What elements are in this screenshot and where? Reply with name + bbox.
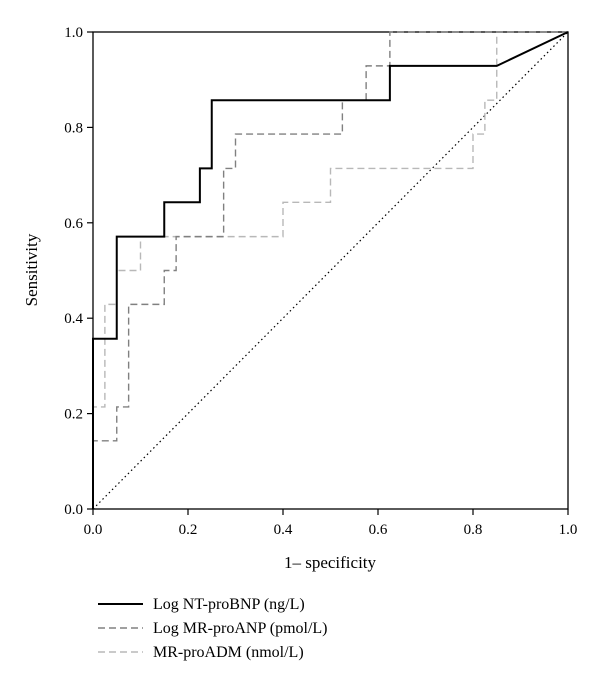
plot-frame [92,31,569,510]
series-layer [92,31,569,509]
y-axis-title: Sensitivity [22,233,41,306]
series-line-log-nt-probnp-ng-l [92,31,569,509]
y-tick-label: 0.8 [64,120,83,136]
y-tick-label: 1.0 [64,25,83,41]
y-tick-label: 0.0 [64,502,83,518]
legend-label-log-mr-proanp-pmol-l: Log MR-proANP (pmol/L) [153,620,328,637]
x-tick-label: 0.4 [274,522,293,538]
legend-label-log-nt-probnp-ng-l: Log NT-proBNP (ng/L) [153,596,305,613]
plot-area [92,31,569,510]
y-tick-label: 0.4 [64,311,83,327]
y-tick-label: 0.6 [64,216,83,232]
x-tick-label: 1.0 [559,522,578,538]
y-tick-label: 0.2 [64,407,83,423]
series-line-log-mr-proanp-pmol-l [92,31,568,509]
y-axis: 0.0 0.2 0.4 0.6 0.8 1.0 [64,25,93,518]
legend-label-mr-proadm-nmol-l: MR-proADM (nmol/L) [153,644,304,661]
x-axis-title: 1– specificity [284,553,377,572]
series-line-mr-proadm-nmol-l [92,31,568,509]
x-tick-label: 0.2 [179,522,198,538]
legend: Log NT-proBNP (ng/L) Log MR-proANP (pmol/… [98,596,328,661]
x-tick-label: 0.0 [84,522,103,538]
x-axis: 0.0 0.2 0.4 0.6 0.8 1.0 [84,509,578,538]
x-tick-label: 0.6 [369,522,388,538]
x-tick-label: 0.8 [464,522,483,538]
